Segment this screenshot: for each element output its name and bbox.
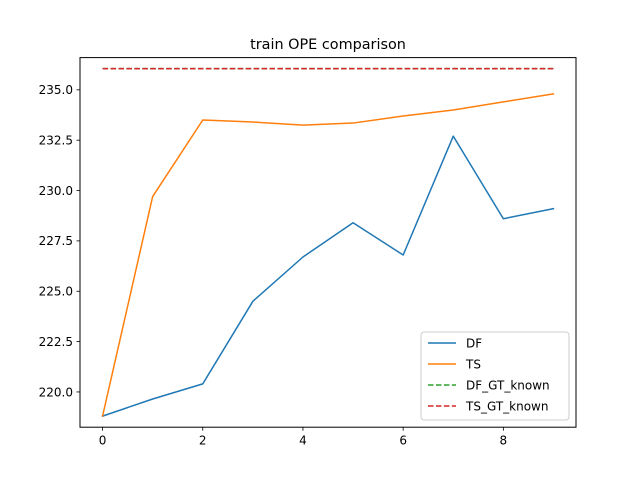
y-tick-label: 225.0 [39, 285, 73, 299]
y-axis: 220.0 222.5 225.0 227.5 230.0 232.5 235.0 [39, 83, 80, 399]
y-tick-label: 235.0 [39, 83, 73, 97]
series-line-df [101, 135, 555, 418]
legend-label: TS_GT_known [465, 399, 548, 413]
legend-label: DF_GT_known [466, 378, 550, 392]
plot-frame [79, 57, 577, 428]
legend-label: TS [465, 357, 481, 371]
x-tick-label: 6 [399, 434, 407, 448]
legend-label: DF [466, 336, 482, 350]
y-tick-label: 220.0 [39, 385, 73, 399]
legend-box [420, 331, 570, 421]
legend: DF TS DF_GT_known TS_GT_known [420, 331, 570, 421]
x-axis: 0 2 4 6 8 [99, 427, 507, 448]
y-tick-label: 227.5 [39, 234, 73, 248]
y-tick-label: 230.0 [39, 184, 73, 198]
x-tick-label: 8 [500, 434, 508, 448]
series-line-ts [101, 93, 555, 418]
y-tick-label: 232.5 [39, 133, 73, 147]
y-tick-label: 222.5 [39, 335, 73, 349]
series-layer [101, 67, 555, 418]
x-tick-label: 4 [299, 434, 307, 448]
x-tick-label: 0 [99, 434, 107, 448]
chart-title: train OPE comparison [250, 37, 406, 53]
x-tick-label: 2 [199, 434, 207, 448]
